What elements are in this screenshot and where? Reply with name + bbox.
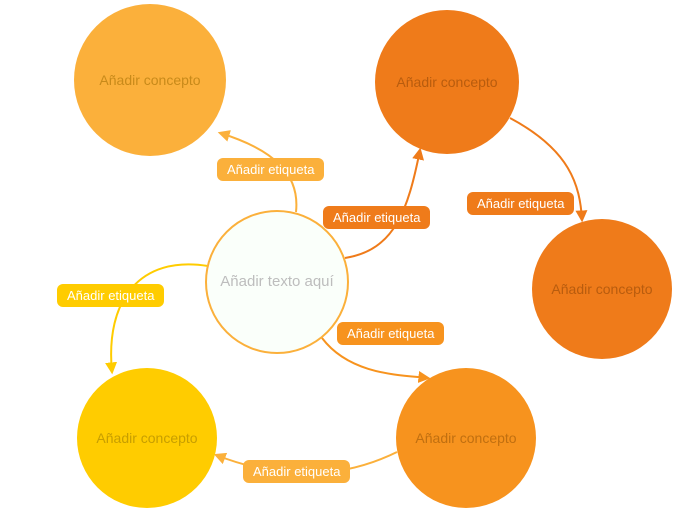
edge-label-text: Añadir etiqueta: [477, 196, 564, 211]
node-label: Añadir concepto: [93, 72, 206, 89]
node-br[interactable]: Añadir concepto: [396, 368, 536, 508]
edge-label-e_center_tl[interactable]: Añadir etiqueta: [217, 158, 324, 181]
node-label: Añadir concepto: [409, 430, 522, 447]
edge-e_center_tr: [345, 150, 420, 258]
edge-label-text: Añadir etiqueta: [227, 162, 314, 177]
node-label: Añadir texto aquí: [214, 273, 339, 291]
node-r[interactable]: Añadir concepto: [532, 219, 672, 359]
edge-label-text: Añadir etiqueta: [253, 464, 340, 479]
edge-label-text: Añadir etiqueta: [67, 288, 154, 303]
edge-label-e_tr_r[interactable]: Añadir etiqueta: [467, 192, 574, 215]
edge-label-e_br_bl[interactable]: Añadir etiqueta: [243, 460, 350, 483]
diagram-canvas: Añadir texto aquí Añadir concepto Añadir c…: [0, 0, 697, 520]
node-bl[interactable]: Añadir concepto: [77, 368, 217, 508]
edge-label-e_center_br[interactable]: Añadir etiqueta: [337, 322, 444, 345]
edge-label-e_center_bl[interactable]: Añadir etiqueta: [57, 284, 164, 307]
node-label: Añadir concepto: [90, 430, 203, 447]
edge-e_center_bl: [111, 264, 208, 372]
node-center[interactable]: Añadir texto aquí: [205, 210, 349, 354]
edge-label-e_center_tr[interactable]: Añadir etiqueta: [323, 206, 430, 229]
node-tl[interactable]: Añadir concepto: [74, 4, 226, 156]
node-label: Añadir concepto: [390, 74, 503, 91]
node-label: Añadir concepto: [545, 281, 658, 298]
edge-label-text: Añadir etiqueta: [333, 210, 420, 225]
edge-label-text: Añadir etiqueta: [347, 326, 434, 341]
node-tr[interactable]: Añadir concepto: [375, 10, 519, 154]
